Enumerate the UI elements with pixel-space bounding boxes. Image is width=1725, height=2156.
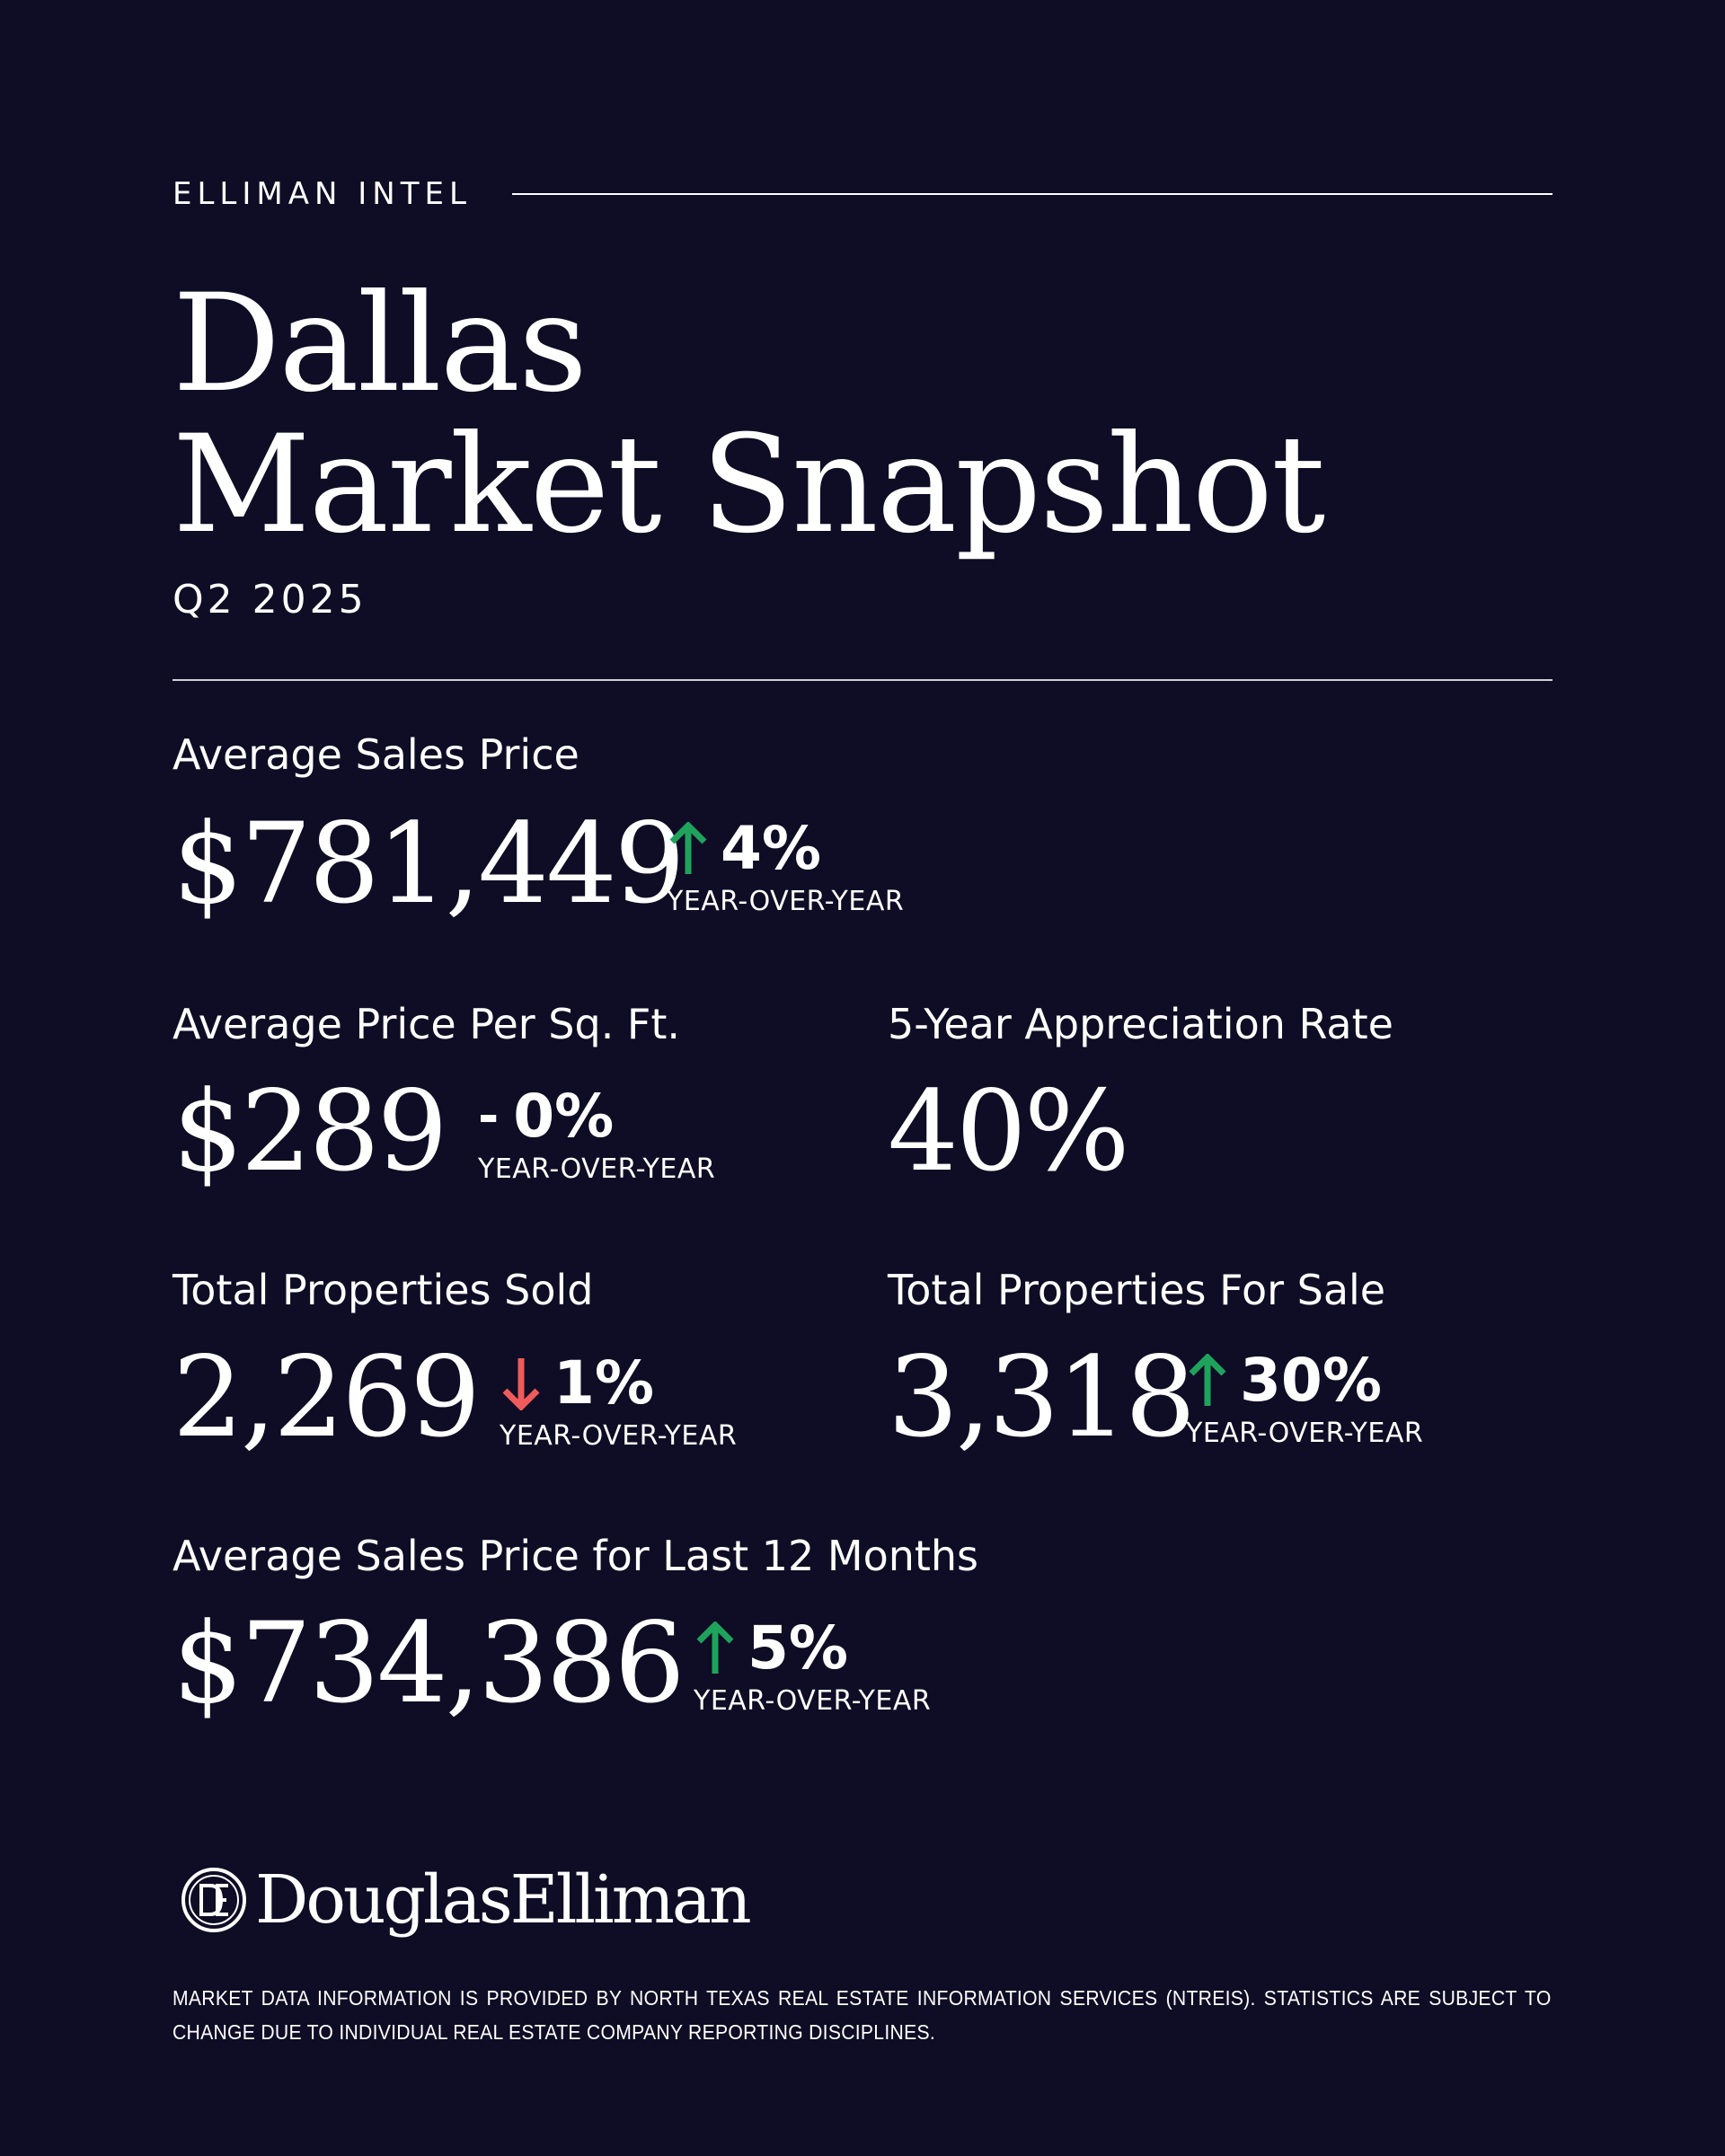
avg-sales-price-change: 4% YEAR-OVER-YEAR	[667, 817, 904, 918]
change-note: YEAR-OVER-YEAR	[1186, 1418, 1424, 1449]
avg-price-sqft-change: - 0% YEAR-OVER-YEAR	[478, 1085, 715, 1186]
change-note: YEAR-OVER-YEAR	[667, 886, 905, 917]
avg-sales-price-12mo-change: 5% YEAR-OVER-YEAR	[694, 1617, 931, 1718]
properties-sold-label: Total Properties Sold	[172, 1266, 594, 1314]
eyebrow-rule	[512, 193, 1552, 195]
appreciation-rate-label: 5-Year Appreciation Rate	[888, 1000, 1393, 1048]
change-percent: 5%	[748, 1613, 849, 1683]
change-percent: 0%	[513, 1082, 615, 1151]
arrow-up-icon	[1189, 1354, 1226, 1406]
arrow-up-icon	[669, 822, 707, 874]
quarter-label: Q2 2025	[172, 577, 367, 623]
properties-for-sale-value: 3,318	[888, 1333, 1196, 1462]
change-note: YEAR-OVER-YEAR	[500, 1420, 738, 1452]
de-monogram-icon	[181, 1868, 246, 1932]
change-percent: 4%	[721, 814, 822, 883]
avg-price-sqft-label: Average Price Per Sq. Ft.	[172, 1000, 681, 1048]
change-note: YEAR-OVER-YEAR	[478, 1153, 716, 1185]
avg-price-sqft-value: $289	[172, 1067, 448, 1197]
change-percent: 30%	[1240, 1346, 1382, 1415]
flat-dash-icon: -	[478, 1087, 500, 1145]
properties-for-sale-label: Total Properties For Sale	[888, 1266, 1386, 1314]
avg-sales-price-12mo-value: $734,386	[172, 1599, 686, 1728]
properties-sold-value: 2,269	[172, 1333, 481, 1462]
appreciation-rate-value: 40%	[888, 1067, 1130, 1197]
avg-sales-price-label: Average Sales Price	[172, 730, 579, 779]
page-subtitle: Market Snapshot	[172, 407, 1325, 563]
disclaimer: Market data information is provided by N…	[172, 1986, 1552, 2044]
arrow-up-icon	[696, 1621, 734, 1674]
change-percent: 1%	[553, 1348, 655, 1418]
page-title: Dallas	[172, 266, 588, 422]
avg-sales-price-12mo-label: Average Sales Price for Last 12 Months	[172, 1532, 979, 1580]
eyebrow: ELLIMAN INTEL	[172, 176, 472, 212]
change-note: YEAR-OVER-YEAR	[694, 1685, 932, 1717]
avg-sales-price-value: $781,449	[172, 800, 686, 929]
douglas-elliman-logo: DouglasElliman	[180, 1860, 752, 1940]
section-divider	[172, 679, 1552, 681]
logo-wordmark: DouglasElliman	[255, 1861, 752, 1939]
properties-sold-change: 1% YEAR-OVER-YEAR	[500, 1352, 737, 1453]
arrow-down-icon	[502, 1358, 540, 1410]
properties-for-sale-change: 30% YEAR-OVER-YEAR	[1186, 1349, 1423, 1450]
